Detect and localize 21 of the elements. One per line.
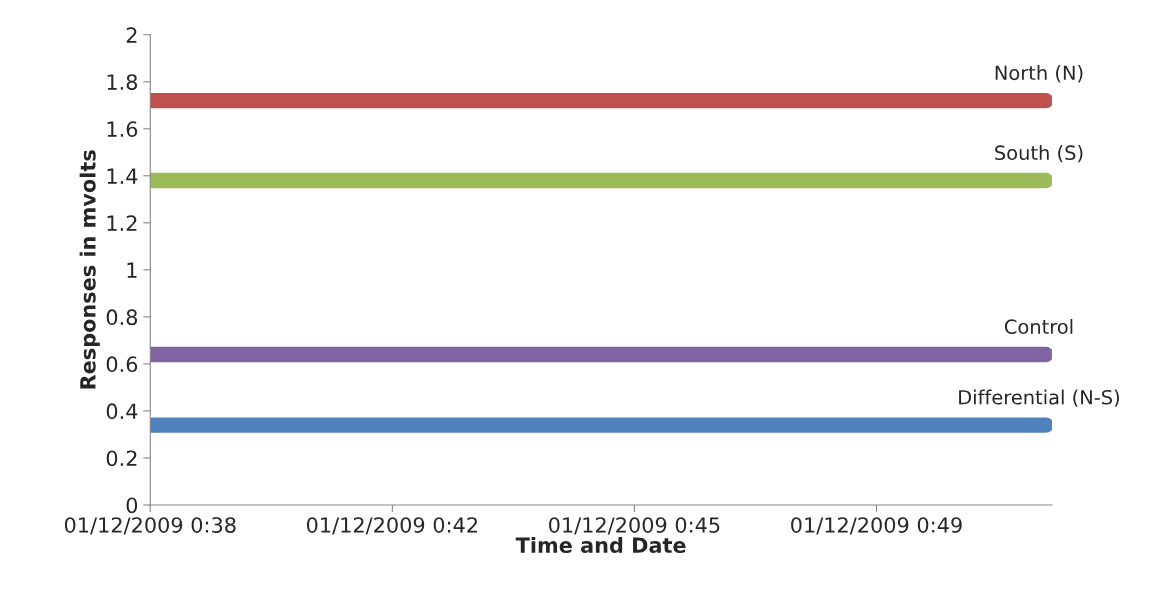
x-tick-label: 01/12/2009 0:49 <box>791 517 962 535</box>
x-tick-label: 01/12/2009 0:45 <box>549 517 720 535</box>
x-tick-label: 01/12/2009 0:42 <box>306 517 477 535</box>
y-tick-label: 0 <box>126 497 138 514</box>
y-tick-label: 0.8 <box>106 309 138 326</box>
series-label: Differential (N-S) <box>959 389 1120 407</box>
y-tick-label: 1 <box>127 262 137 278</box>
y-axis-title: Responses in mvolts <box>79 150 100 389</box>
x-axis-title: Time and Date <box>515 536 686 554</box>
y-tick-label: 0.6 <box>106 356 138 373</box>
y-tick-label: 1.4 <box>107 168 138 184</box>
y-tick-label: 1.6 <box>107 121 138 137</box>
series-label: North (N) <box>995 65 1083 83</box>
y-tick-label: 0.4 <box>106 403 138 420</box>
y-tick-label: 2 <box>126 27 137 43</box>
x-tick-label: 01/12/2009 0:38 <box>64 517 236 535</box>
y-tick-label: 1.2 <box>107 215 137 231</box>
series-label: Control <box>1004 319 1073 335</box>
y-tick-label: 1.8 <box>107 74 138 90</box>
y-tick-label: 0.2 <box>106 450 137 467</box>
series-label: South (S) <box>995 145 1083 163</box>
